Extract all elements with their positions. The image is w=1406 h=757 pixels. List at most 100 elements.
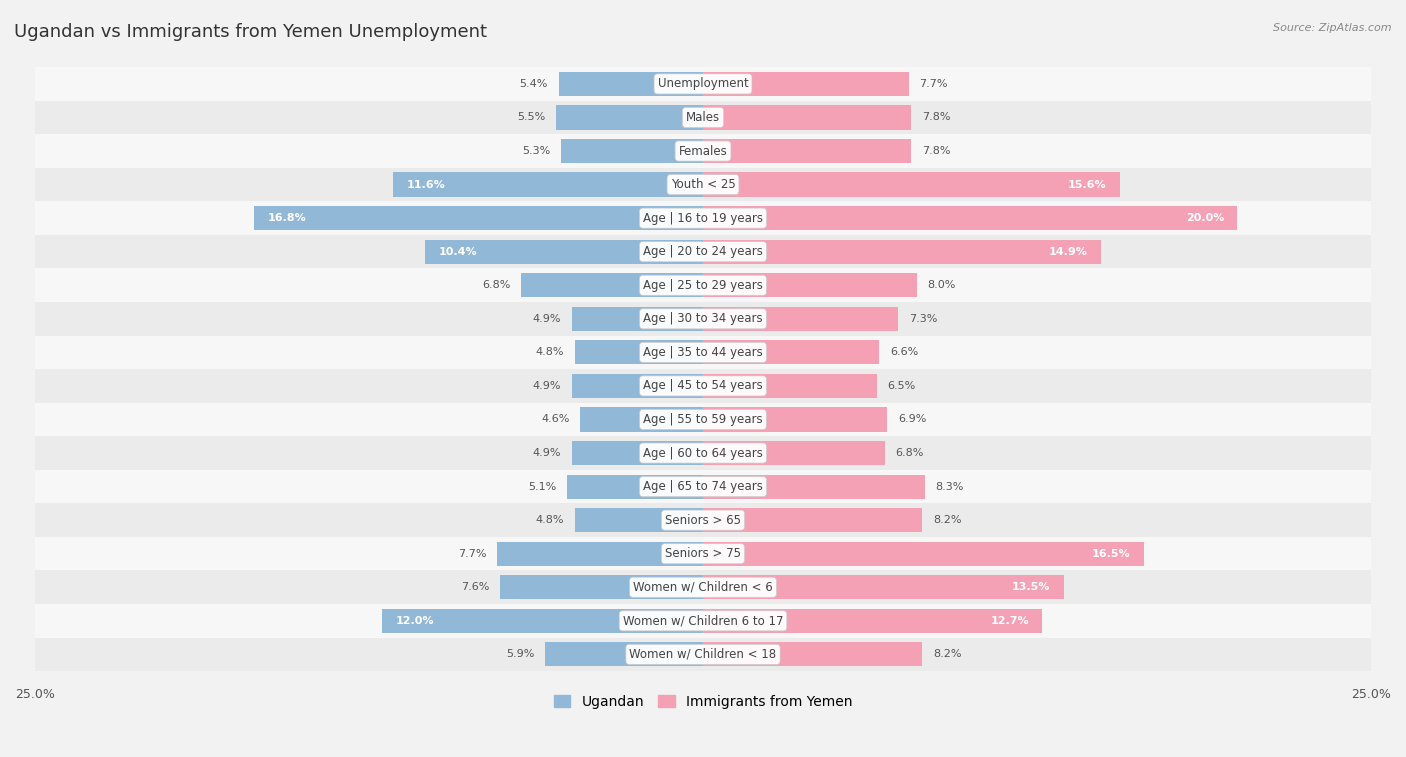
Text: Females: Females xyxy=(679,145,727,157)
Bar xyxy=(425,240,703,263)
Bar xyxy=(703,441,884,465)
Bar xyxy=(703,374,877,398)
Bar xyxy=(561,139,703,163)
Text: Age | 60 to 64 years: Age | 60 to 64 years xyxy=(643,447,763,459)
Text: 5.9%: 5.9% xyxy=(506,650,534,659)
Text: 16.5%: 16.5% xyxy=(1092,549,1130,559)
Bar xyxy=(382,609,703,633)
Bar xyxy=(558,72,703,96)
Bar xyxy=(572,307,703,331)
Bar xyxy=(703,609,1042,633)
Text: 4.6%: 4.6% xyxy=(541,415,569,425)
Bar xyxy=(35,101,1371,134)
Bar xyxy=(35,335,1371,369)
Bar xyxy=(35,503,1371,537)
Bar xyxy=(35,403,1371,436)
Text: 10.4%: 10.4% xyxy=(439,247,477,257)
Bar xyxy=(581,407,703,431)
Text: Age | 35 to 44 years: Age | 35 to 44 years xyxy=(643,346,763,359)
Text: Seniors > 75: Seniors > 75 xyxy=(665,547,741,560)
Bar xyxy=(703,307,898,331)
Text: 8.3%: 8.3% xyxy=(935,481,965,491)
Text: 5.3%: 5.3% xyxy=(523,146,551,156)
Text: 4.8%: 4.8% xyxy=(536,347,564,357)
Text: 4.9%: 4.9% xyxy=(533,448,561,458)
Text: 5.4%: 5.4% xyxy=(520,79,548,89)
Text: 16.8%: 16.8% xyxy=(267,213,307,223)
Text: 7.7%: 7.7% xyxy=(458,549,486,559)
Bar xyxy=(35,168,1371,201)
Bar xyxy=(703,475,925,499)
Text: Youth < 25: Youth < 25 xyxy=(671,178,735,191)
Text: 6.5%: 6.5% xyxy=(887,381,915,391)
Text: 6.9%: 6.9% xyxy=(898,415,927,425)
Bar xyxy=(35,67,1371,101)
Bar xyxy=(35,604,1371,637)
Bar xyxy=(567,475,703,499)
Bar xyxy=(35,235,1371,269)
Text: 11.6%: 11.6% xyxy=(406,179,446,189)
Bar xyxy=(35,201,1371,235)
Bar xyxy=(703,240,1101,263)
Text: Age | 25 to 29 years: Age | 25 to 29 years xyxy=(643,279,763,291)
Text: Age | 65 to 74 years: Age | 65 to 74 years xyxy=(643,480,763,493)
Text: 6.6%: 6.6% xyxy=(890,347,918,357)
Text: Age | 20 to 24 years: Age | 20 to 24 years xyxy=(643,245,763,258)
Bar xyxy=(575,341,703,364)
Text: 14.9%: 14.9% xyxy=(1049,247,1088,257)
Text: 6.8%: 6.8% xyxy=(896,448,924,458)
Bar xyxy=(703,206,1237,230)
Bar xyxy=(703,173,1119,197)
Text: 8.0%: 8.0% xyxy=(928,280,956,290)
Bar xyxy=(35,470,1371,503)
Text: 5.1%: 5.1% xyxy=(527,481,555,491)
Text: 4.9%: 4.9% xyxy=(533,381,561,391)
Text: Women w/ Children < 6: Women w/ Children < 6 xyxy=(633,581,773,593)
Text: Age | 16 to 19 years: Age | 16 to 19 years xyxy=(643,212,763,225)
Bar xyxy=(572,441,703,465)
Text: 7.8%: 7.8% xyxy=(922,146,950,156)
Text: Age | 45 to 54 years: Age | 45 to 54 years xyxy=(643,379,763,392)
Bar xyxy=(546,642,703,666)
Bar xyxy=(35,637,1371,671)
Bar xyxy=(498,541,703,565)
Bar xyxy=(35,134,1371,168)
Text: Age | 55 to 59 years: Age | 55 to 59 years xyxy=(643,413,763,426)
Bar xyxy=(703,541,1144,565)
Bar xyxy=(254,206,703,230)
Bar xyxy=(35,369,1371,403)
Text: Males: Males xyxy=(686,111,720,124)
Text: Ugandan vs Immigrants from Yemen Unemployment: Ugandan vs Immigrants from Yemen Unemplo… xyxy=(14,23,486,41)
Bar xyxy=(35,537,1371,571)
Bar xyxy=(501,575,703,600)
Legend: Ugandan, Immigrants from Yemen: Ugandan, Immigrants from Yemen xyxy=(548,689,858,714)
Text: Seniors > 65: Seniors > 65 xyxy=(665,514,741,527)
Text: 6.8%: 6.8% xyxy=(482,280,510,290)
Bar xyxy=(555,105,703,129)
Text: 7.6%: 7.6% xyxy=(461,582,489,592)
Text: Unemployment: Unemployment xyxy=(658,77,748,90)
Bar xyxy=(703,105,911,129)
Bar xyxy=(35,269,1371,302)
Bar xyxy=(35,436,1371,470)
Text: 4.8%: 4.8% xyxy=(536,516,564,525)
Text: Women w/ Children < 18: Women w/ Children < 18 xyxy=(630,648,776,661)
Bar xyxy=(572,374,703,398)
Text: 7.8%: 7.8% xyxy=(922,113,950,123)
Text: 15.6%: 15.6% xyxy=(1069,179,1107,189)
Text: 5.5%: 5.5% xyxy=(517,113,546,123)
Bar xyxy=(703,642,922,666)
Text: 12.0%: 12.0% xyxy=(395,615,434,626)
Text: Age | 30 to 34 years: Age | 30 to 34 years xyxy=(643,313,763,326)
Text: 13.5%: 13.5% xyxy=(1012,582,1050,592)
Text: 7.3%: 7.3% xyxy=(908,314,938,324)
Text: 4.9%: 4.9% xyxy=(533,314,561,324)
Text: 8.2%: 8.2% xyxy=(932,516,962,525)
Text: 7.7%: 7.7% xyxy=(920,79,948,89)
Text: Source: ZipAtlas.com: Source: ZipAtlas.com xyxy=(1274,23,1392,33)
Bar xyxy=(35,571,1371,604)
Bar xyxy=(703,575,1064,600)
Bar xyxy=(703,341,879,364)
Bar xyxy=(522,273,703,298)
Text: 8.2%: 8.2% xyxy=(932,650,962,659)
